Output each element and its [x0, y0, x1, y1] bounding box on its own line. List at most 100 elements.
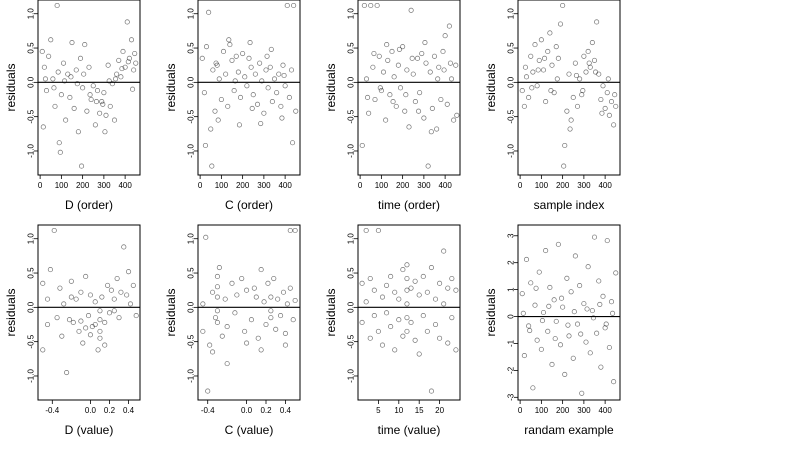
data-point [406, 124, 412, 130]
data-point [539, 318, 545, 324]
data-point [92, 122, 98, 128]
data-point [613, 270, 619, 276]
data-point [249, 105, 255, 111]
data-point [596, 278, 602, 284]
data-point [552, 336, 558, 342]
data-point [419, 50, 425, 57]
data-point [361, 2, 367, 9]
data-point [367, 335, 373, 341]
x-axis-label: sample index [534, 198, 605, 212]
data-point [521, 353, 527, 359]
x-tick-label: 100 [55, 181, 69, 190]
data-point [39, 48, 45, 55]
data-point [574, 103, 581, 109]
data-point [404, 262, 410, 268]
data-point [584, 306, 590, 312]
data-point [408, 319, 414, 326]
data-point [214, 294, 220, 300]
data-point [560, 304, 566, 310]
data-point [218, 96, 224, 103]
data-point [397, 85, 404, 91]
data-point [412, 278, 418, 284]
data-point [395, 62, 401, 68]
data-point [113, 76, 119, 82]
data-point [208, 126, 214, 132]
data-point [580, 88, 586, 94]
data-point [428, 388, 434, 394]
y-tick-label: 1.0 [347, 8, 356, 20]
data-point [280, 62, 286, 68]
data-point [543, 248, 549, 254]
data-point [109, 81, 115, 87]
data-point [75, 129, 81, 135]
data-point [57, 149, 63, 155]
data-point [538, 37, 544, 43]
data-point [237, 94, 244, 101]
data-point [73, 296, 79, 302]
data-point [106, 78, 112, 84]
data-point [92, 321, 98, 328]
data-point [220, 48, 227, 55]
data-point [579, 92, 585, 98]
data-point [239, 275, 245, 282]
data-point [292, 227, 298, 234]
data-point [530, 385, 536, 391]
data-point [126, 269, 132, 275]
data-point [99, 99, 105, 105]
data-point [566, 333, 572, 339]
data-point [232, 310, 238, 316]
data-point [282, 330, 288, 336]
data-point [593, 69, 599, 75]
y-axis-label: residuals [4, 288, 18, 336]
x-axis-label: C (value) [225, 423, 274, 437]
data-point [527, 327, 533, 334]
data-point [421, 115, 427, 121]
x-tick-label: 0 [358, 181, 363, 190]
data-point [585, 48, 591, 55]
data-point [602, 325, 608, 331]
data-point [365, 94, 371, 101]
data-point [444, 101, 450, 107]
data-point [554, 76, 560, 82]
data-point [61, 301, 67, 307]
data-point [553, 44, 559, 50]
data-point [613, 103, 619, 109]
x-tick-label: 100 [215, 181, 229, 190]
data-point [77, 55, 84, 61]
data-point [540, 309, 547, 316]
data-point [97, 335, 103, 341]
data-point [286, 94, 292, 101]
data-point [44, 296, 51, 302]
data-point [240, 50, 246, 57]
x-tick-label: 0.0 [85, 406, 97, 415]
data-point [63, 117, 69, 123]
scatter-panel-1: 0 100 200 300 400 -1.0 -0.5 0.0 0.5 1.0 D (order) r… [4, 0, 141, 212]
data-point [586, 60, 592, 66]
data-point [572, 253, 578, 259]
data-point [437, 280, 443, 286]
data-point [385, 57, 391, 63]
data-point [390, 99, 396, 105]
data-point [420, 313, 426, 319]
data-point [288, 67, 295, 73]
data-point [526, 323, 532, 329]
data-point [226, 37, 232, 43]
data-point [612, 92, 618, 98]
data-point [212, 108, 218, 114]
data-point [88, 96, 94, 103]
data-point [284, 301, 290, 307]
data-point [284, 2, 290, 9]
data-point [432, 296, 439, 302]
data-point [83, 273, 89, 280]
data-point [384, 282, 390, 288]
data-point [368, 2, 374, 9]
data-point [265, 85, 271, 91]
data-point [585, 264, 591, 270]
y-axis-label: residuals [324, 288, 338, 336]
data-point [232, 78, 238, 84]
data-point [606, 112, 612, 118]
y-tick-label: 0.5 [27, 267, 36, 279]
y-tick-label: 0.5 [507, 42, 516, 54]
data-point [596, 71, 602, 77]
data-point [92, 299, 98, 305]
